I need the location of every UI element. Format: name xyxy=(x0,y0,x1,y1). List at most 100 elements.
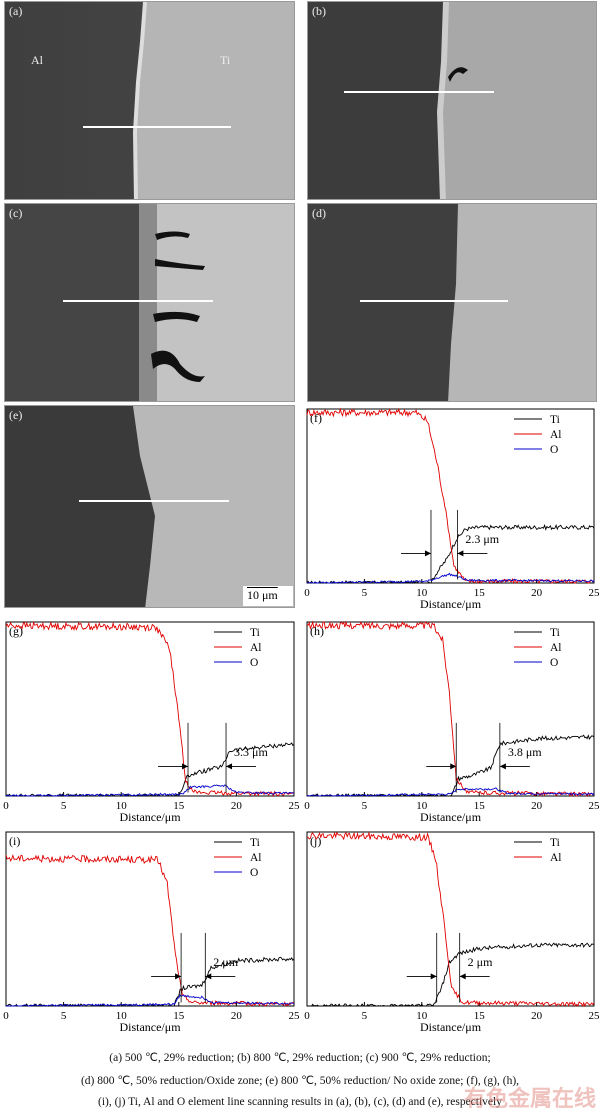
x-tick-label: 0 xyxy=(3,800,9,812)
chart-j-svg: 0 5 10 15 20 25 Distance/μm (j) Ti Al 2 μm xyxy=(304,831,600,1034)
chart-j: 0 5 10 15 20 25 Distance/μm (j) Ti Al 2 μm xyxy=(301,828,600,1038)
sem-image-b xyxy=(308,2,596,199)
panel-label: (d) xyxy=(312,206,326,220)
panel-label: (e) xyxy=(9,408,23,422)
sem-panel-e: (e) 10 μm xyxy=(4,405,295,608)
arrowhead-left xyxy=(175,973,182,980)
al-text: Al xyxy=(31,53,44,67)
watermark: 有色金属在线 xyxy=(463,1087,596,1112)
x-tick-label: 25 xyxy=(289,800,301,812)
legend-label-o: O xyxy=(550,657,558,669)
legend-label-o: O xyxy=(250,657,258,669)
legend-label-ti: Ti xyxy=(550,414,560,426)
series-o-line xyxy=(6,993,295,1007)
legend-label-ti: Ti xyxy=(550,627,560,639)
series-ti-line xyxy=(5,956,295,1007)
sem-panel-d: (d) xyxy=(307,203,597,402)
plot-frame xyxy=(306,408,595,584)
x-axis-label: Distance/μm xyxy=(420,810,482,824)
arrowhead-right xyxy=(226,763,233,770)
arrowhead-left xyxy=(424,550,431,557)
panel-label: (c) xyxy=(9,206,23,220)
arrowhead-right xyxy=(205,973,212,980)
legend-label-al: Al xyxy=(250,852,262,864)
thickness-annotation: 3.8 μm xyxy=(508,745,542,759)
legend-label-al: Al xyxy=(550,642,562,654)
legend-label-al: Al xyxy=(550,429,562,441)
arrowhead-right xyxy=(499,763,506,770)
x-tick-label: 5 xyxy=(61,800,67,812)
panel-label: (b) xyxy=(312,4,326,18)
legend-label-ti: Ti xyxy=(250,837,260,849)
legend-label-ti: Ti xyxy=(550,837,560,849)
x-tick-label: 5 xyxy=(362,1010,368,1022)
panel-label: (a) xyxy=(9,4,23,18)
series-o-line xyxy=(5,784,295,797)
x-tick-label: 15 xyxy=(474,1010,486,1022)
x-tick-label: 15 xyxy=(173,1010,185,1022)
x-axis-label: Distance/μm xyxy=(119,1020,181,1034)
legend-label-o: O xyxy=(550,444,558,456)
series-ti-line xyxy=(306,523,595,584)
x-tick-label: 20 xyxy=(531,1010,543,1022)
chart-g: 0 5 10 15 20 25 Distance/μm (g) Ti Al O 3.3 μm xyxy=(0,618,300,828)
x-axis-label: Distance/μm xyxy=(420,597,482,611)
panel-label: (i) xyxy=(9,834,20,848)
x-tick-label: 5 xyxy=(362,800,368,812)
caption-line-3: (i), (j) Ti, Al and O element line scann… xyxy=(98,1096,502,1108)
sem-image-c xyxy=(5,204,294,401)
arrowhead-left xyxy=(182,763,189,770)
chart-i-svg: 0 5 10 15 20 25 Distance/μm (i) Ti Al O 2 μm xyxy=(3,831,301,1034)
x-tick-label: 20 xyxy=(531,587,543,599)
x-tick-label: 10 xyxy=(116,800,128,812)
arrowhead-right xyxy=(457,550,464,557)
plot-frame xyxy=(306,831,595,1007)
thickness-annotation: 2 μm xyxy=(213,955,238,969)
x-tick-label: 5 xyxy=(61,1010,67,1022)
legend-label-o: O xyxy=(250,867,258,879)
x-tick-label: 20 xyxy=(531,800,543,812)
x-tick-label: 10 xyxy=(416,587,428,599)
x-tick-label: 10 xyxy=(416,1010,428,1022)
sem-panel-a: Al Ti (a) xyxy=(4,1,295,200)
legend-label-ti: Ti xyxy=(250,627,260,639)
x-tick-label: 15 xyxy=(173,800,185,812)
panel-label: (j) xyxy=(310,834,321,848)
caption-line-1: (a) 500 ℃, 29% reduction; (b) 800 ℃, 29%… xyxy=(109,1052,491,1064)
x-tick-label: 15 xyxy=(474,587,486,599)
x-axis-label: Distance/μm xyxy=(420,1020,482,1034)
chart-i: 0 5 10 15 20 25 Distance/μm (i) Ti Al O 2 μm xyxy=(0,828,300,1038)
ti-text: Ti xyxy=(220,53,231,67)
x-tick-label: 25 xyxy=(589,587,600,599)
x-tick-label: 15 xyxy=(474,800,486,812)
arrowhead-right xyxy=(459,973,466,980)
x-tick-label: 10 xyxy=(116,1010,128,1022)
arrowhead-left xyxy=(450,763,457,770)
x-tick-label: 10 xyxy=(416,800,428,812)
series-o-line xyxy=(306,572,595,584)
x-tick-label: 25 xyxy=(589,800,600,812)
x-tick-label: 5 xyxy=(362,587,368,599)
series-o-line xyxy=(306,787,595,797)
sem-image-a: Al Ti xyxy=(5,2,294,199)
thickness-annotation: 2 μm xyxy=(468,955,493,969)
chart-f: 0 5 10 15 20 25 Distance/μm (f) Ti Al O 2.3 μm xyxy=(301,405,600,615)
caption-line-2: (d) 800 ℃, 50% reduction/Oxide zone; (e)… xyxy=(80,1075,520,1087)
series-al-line xyxy=(307,831,595,1008)
thickness-annotation: 2.3 μm xyxy=(465,532,499,546)
x-tick-label: 0 xyxy=(304,587,310,599)
arrowhead-left xyxy=(430,973,437,980)
scale-bar-label: 10 μm xyxy=(247,588,278,602)
sem-image-d xyxy=(308,204,596,401)
series-ti-line xyxy=(307,942,595,1007)
chart-h: 0 5 10 15 20 25 Distance/μm (h) Ti Al O 3.8 μm xyxy=(301,618,600,828)
sem-panel-b: (b) xyxy=(307,1,597,200)
x-tick-label: 25 xyxy=(289,1010,301,1022)
x-tick-label: 0 xyxy=(304,800,310,812)
thickness-annotation: 3.3 μm xyxy=(234,745,268,759)
series-al-line xyxy=(306,407,595,585)
x-tick-label: 25 xyxy=(589,1010,600,1022)
